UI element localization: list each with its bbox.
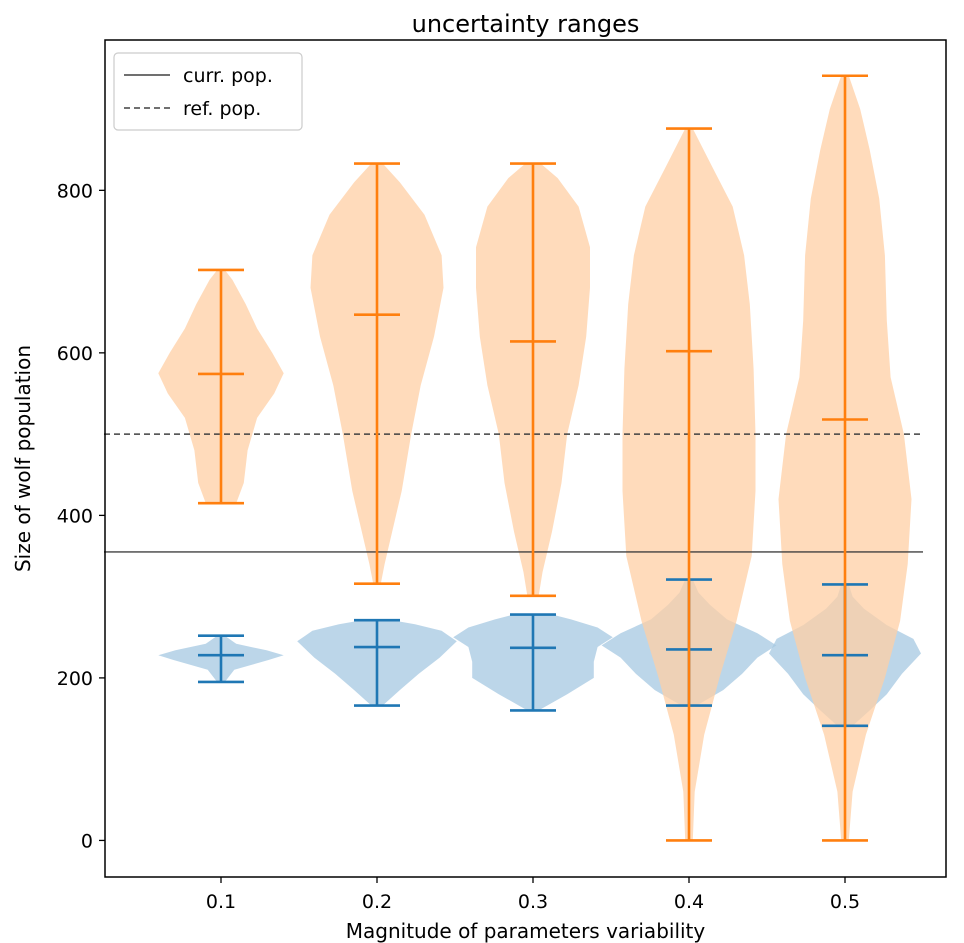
- violin-layer: [158, 75, 921, 841]
- reference-lines: [104, 433, 923, 553]
- y-tick-label-200: 200: [57, 668, 93, 690]
- y-tick-label-600: 600: [57, 343, 93, 365]
- y-tick-label-0: 0: [81, 830, 93, 852]
- legend-label-ref-pop: ref. pop.: [183, 98, 261, 120]
- x-tick-label-0.5: 0.5: [830, 891, 860, 913]
- x-tick-label-0.1: 0.1: [206, 891, 236, 913]
- x-tick-label-0.3: 0.3: [518, 891, 548, 913]
- plot-frame: [104, 39, 947, 878]
- axes: 0.1 0.2 0.3 0.4 0.5 0 200 400 600 800: [57, 180, 860, 913]
- violin-stat-bars: [198, 74, 868, 842]
- chart-title: uncertainty ranges: [412, 10, 640, 38]
- legend-label-curr-pop: curr. pop.: [183, 65, 273, 87]
- y-tick-label-800: 800: [57, 180, 93, 202]
- x-axis-label: Magnitude of parameters variability: [346, 919, 706, 943]
- legend: curr. pop. ref. pop.: [113, 52, 303, 131]
- legend-box: [113, 52, 303, 131]
- x-tick-label-0.4: 0.4: [674, 891, 704, 913]
- y-axis-label: Size of wolf population: [11, 345, 35, 572]
- x-tick-label-0.2: 0.2: [362, 891, 392, 913]
- y-tick-label-400: 400: [57, 505, 93, 527]
